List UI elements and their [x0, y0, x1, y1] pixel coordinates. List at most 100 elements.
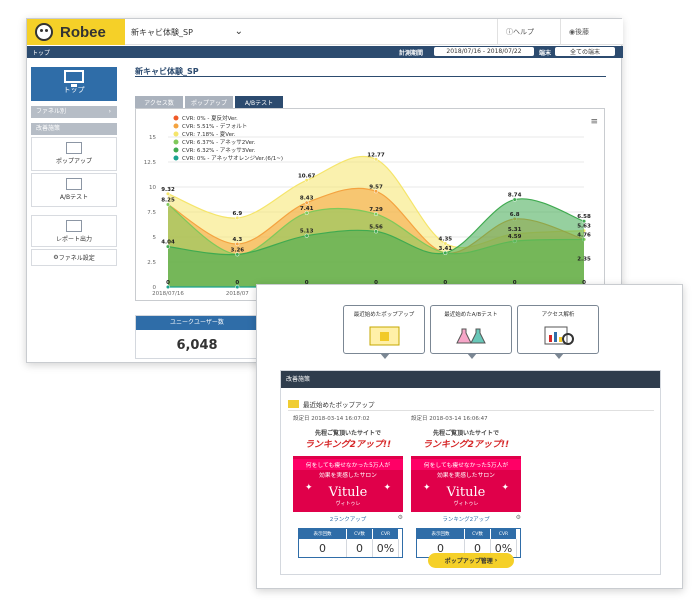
- robot-icon: [35, 23, 53, 41]
- period-label: 計測期間: [399, 50, 424, 57]
- legend-entry: CVR: 5.51% - デフォルト: [182, 122, 247, 130]
- sidebar-item-top-label: トップ: [63, 86, 85, 94]
- user-menu[interactable]: ◉ 後藤: [560, 19, 623, 45]
- popup-name[interactable]: 2ランクアップ: [329, 517, 367, 523]
- data-label: 5.13: [300, 229, 314, 235]
- terminal-select[interactable]: 全ての端末: [555, 47, 615, 56]
- period-select[interactable]: 2018/07/16 - 2018/07/22: [434, 47, 534, 56]
- sidebar-item-funnel-setting[interactable]: ⚙ ファネル設定: [31, 249, 117, 266]
- divider: [288, 410, 654, 411]
- legend-entry: CVR: 6.37% - アネッサ2Ver.: [182, 139, 256, 146]
- popup-rank: ランキング2アップ!!: [422, 440, 510, 450]
- overlay-panel: 最近始めたポップアップ 最近始めたA/Bテスト アクセス解析 改善施策 最近始め…: [256, 284, 683, 589]
- data-point: [373, 189, 379, 194]
- help-link[interactable]: ⓘ ヘルプ: [497, 19, 542, 45]
- banner-line-2: 効果を実感したサロン: [437, 473, 495, 479]
- card-access-analysis[interactable]: アクセス解析: [517, 305, 599, 359]
- popup-name-row: ランキング2アップ ⚙: [411, 514, 521, 523]
- chart-container: 0 2.5 5 7.5 10 12.5 15 2018/07/16 2018/07 9.32 8.2…: [135, 108, 605, 301]
- popup-manage-button[interactable]: ポップアップ管理 ›: [428, 553, 514, 568]
- sidebar-item-abtest-label: A/Bテスト: [59, 194, 89, 201]
- tab-abtest[interactable]: A/Bテスト: [235, 96, 283, 108]
- data-label: 8.74: [508, 193, 522, 199]
- data-label: 6.8: [510, 212, 520, 218]
- popup-stats: 表示回数 CV数 CVR 0 0 0%: [298, 528, 403, 558]
- y-tick-label: 0: [153, 285, 157, 291]
- sidebar-item-funnel[interactable]: ファネル別 ›: [31, 106, 117, 118]
- area-chart: 0 2.5 5 7.5 10 12.5 15 2018/07/16 2018/07 9.32 8.2…: [144, 114, 591, 297]
- y-tick-label: 2.5: [147, 260, 156, 266]
- popup-name[interactable]: ランキング2アップ: [442, 517, 490, 523]
- data-point: [304, 210, 309, 215]
- y-tick-label: 15: [149, 135, 156, 141]
- tab-bar: アクセス数 ポップアップ A/Bテスト: [135, 96, 605, 108]
- chevron-right-icon: ›: [108, 108, 111, 115]
- sidebar-item-abtest[interactable]: A/Bテスト: [31, 173, 117, 207]
- breadcrumb[interactable]: トップ: [32, 50, 51, 57]
- data-point: [165, 202, 171, 207]
- stats-head-cv: CV数: [465, 529, 491, 539]
- card-recent-popup[interactable]: 最近始めたポップアップ: [343, 305, 425, 359]
- banner-brand: Vitule: [328, 485, 368, 500]
- stats-head-cvr: CVR: [491, 529, 517, 539]
- popup-item-2[interactable]: 設定日 2018-03-14 16:06:47 先程ご覧頂いたサイトで ランキン…: [411, 414, 521, 558]
- data-point: [373, 157, 379, 162]
- date-label: 設定日: [293, 416, 310, 422]
- date-label: 設定日: [411, 416, 428, 422]
- stats-value-views: 0: [299, 539, 347, 557]
- data-label: 3.26: [231, 247, 245, 253]
- table-icon: [66, 220, 82, 232]
- tab-popup[interactable]: ポップアップ: [185, 96, 233, 108]
- logo[interactable]: Robee: [27, 19, 125, 45]
- data-label: 0: [443, 280, 447, 286]
- stats-head-views: 表示回数: [417, 529, 465, 539]
- unique-users-value: 6,048: [176, 338, 218, 353]
- stats-value-cvr: 0%: [373, 539, 399, 557]
- y-tick-label: 10: [149, 185, 156, 191]
- x-tick-label: 2018/07: [226, 291, 249, 297]
- project-select[interactable]: 新キャビ体験_SP ⌄: [131, 22, 243, 42]
- card-recent-abtest[interactable]: 最近始めたA/Bテスト: [430, 305, 512, 359]
- terminal-label: 端末: [539, 50, 552, 57]
- popup-item-1[interactable]: 設定日 2018-03-14 16:07:02 先程ご覧頂いたサイトで ランキン…: [293, 414, 403, 558]
- dashboard-window: Robee 新キャビ体験_SP ⌄ ⓘ ヘルプ ◉ 後藤 トップ 計測期間 20…: [26, 18, 623, 363]
- banner-brand-sub: ヴィトゥレ: [335, 501, 361, 507]
- data-point: [373, 229, 379, 234]
- stats-value-views: 0: [417, 539, 465, 557]
- data-point: [304, 200, 309, 205]
- tab-access[interactable]: アクセス数: [135, 96, 183, 108]
- popup-meta: 設定日 2018-03-14 16:06:47: [411, 414, 521, 422]
- legend-marker: [173, 147, 179, 153]
- data-label: 0: [166, 280, 170, 286]
- sidebar-item-report[interactable]: レポート出力: [31, 215, 117, 247]
- user-name: 後藤: [575, 28, 590, 36]
- stats-value-cvr: 0%: [491, 539, 517, 557]
- sparkle-icon: ✦: [423, 483, 431, 493]
- sidebar-section-improve-label: 改善施策: [36, 125, 61, 132]
- data-label: 4.04: [161, 240, 175, 246]
- gear-icon[interactable]: ⚙: [397, 514, 403, 521]
- improve-section: 改善施策 最近始めたポップアップ 設定日 2018-03-14 16:07:02…: [280, 370, 661, 575]
- chevron-down-icon: ⌄: [234, 26, 243, 37]
- popup-banner: 何をしても痩せなかった5万人が 効果を実感したサロン Vitule ヴィトゥレ …: [411, 456, 521, 512]
- data-point: [581, 219, 587, 224]
- sidebar-item-popup[interactable]: ポップアップ: [31, 137, 117, 171]
- legend-entry: CVR: 6.32% - アネッサ3Ver.: [182, 147, 256, 154]
- y-tick-label: 5: [153, 235, 157, 241]
- date-value: 2018-03-14 16:07:02: [311, 416, 370, 422]
- legend-entry: CVR: 7.18% - 夏Ver.: [182, 131, 236, 138]
- data-label: 0: [235, 280, 239, 286]
- stats-value-cv: 0: [347, 539, 373, 557]
- data-label: 10.67: [298, 173, 316, 179]
- chevron-right-icon: ›: [492, 557, 498, 564]
- data-point: [165, 191, 171, 196]
- card-recent-popup-label: 最近始めたポップアップ: [353, 312, 415, 318]
- x-tick-label: 2018/07/16: [152, 291, 184, 297]
- data-label: 0: [374, 280, 378, 286]
- sidebar-item-top[interactable]: トップ: [31, 67, 117, 101]
- gear-icon[interactable]: ⚙: [515, 514, 521, 521]
- data-point: [165, 284, 171, 290]
- menu-icon[interactable]: ≡: [590, 117, 598, 127]
- date-value: 2018-03-14 16:06:47: [429, 416, 488, 422]
- data-point: [235, 241, 240, 247]
